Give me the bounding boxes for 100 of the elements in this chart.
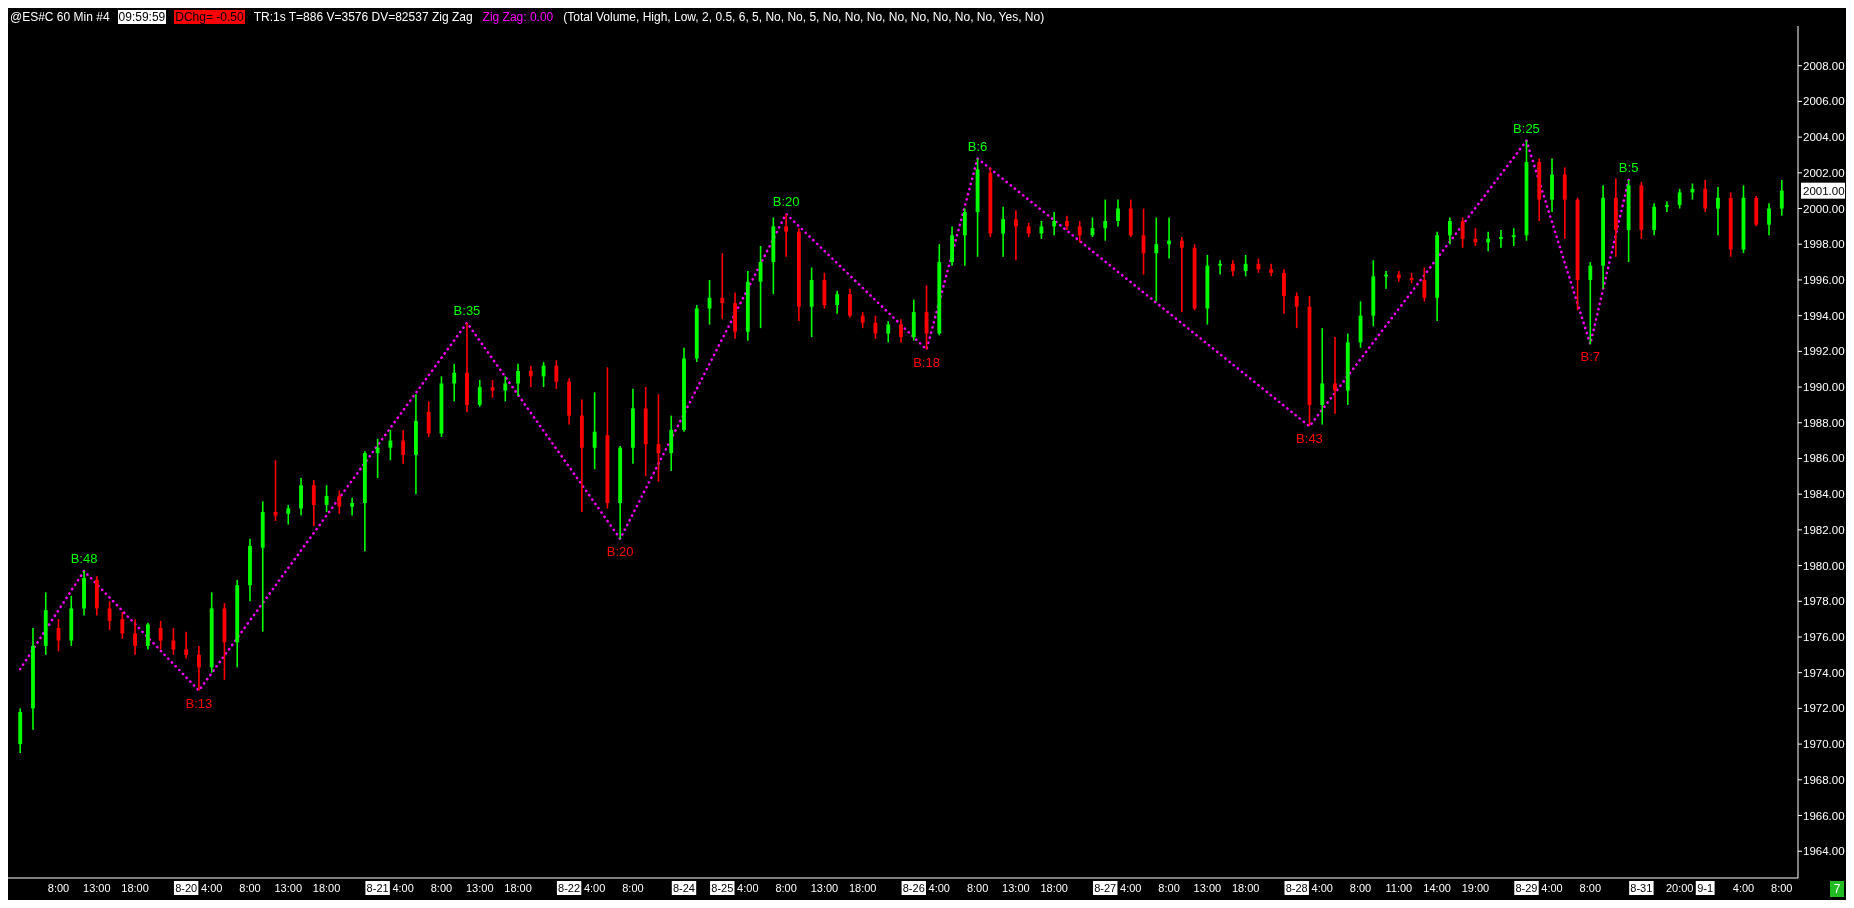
candlestick	[784, 213, 789, 258]
candlestick	[720, 252, 725, 321]
annotation: B:48	[70, 550, 98, 566]
candlestick	[1077, 220, 1082, 244]
candlestick	[197, 645, 201, 692]
y-tick-label: 1996.00	[1803, 273, 1845, 286]
text: (Total Volume, High, Low, 2, 0.5, 6, 5, No, No, 5, No, No, No, No, No, No, No, No, Yes, No)	[562, 10, 1046, 24]
x-tick-label: 14:00	[1423, 882, 1451, 894]
candlestick	[1218, 259, 1223, 276]
y-tick-label: 1994.00	[1803, 309, 1845, 322]
y-tick-label: 2006.00	[1803, 95, 1845, 108]
text: Zig Zag: 0.00	[481, 10, 555, 24]
y-tick-label: 1992.00	[1803, 345, 1845, 358]
x-tick-label: 13:00	[274, 882, 303, 894]
x-tick-label: 4:00	[928, 882, 951, 894]
y-tick-label: 2008.00	[1803, 59, 1845, 72]
candlestick	[401, 429, 406, 465]
y-tick-label: 1976.00	[1803, 631, 1845, 644]
x-tick-label: 4:00	[583, 882, 606, 894]
x-tick-label: 8:00	[239, 882, 261, 894]
candlestick	[145, 621, 150, 651]
candlestick	[286, 504, 291, 526]
chart-title: @ES#C 60 Min #4	[10, 10, 110, 24]
candlestick	[1460, 216, 1465, 249]
x-tick-label: 20:00	[1665, 882, 1694, 894]
candlestick	[1013, 209, 1018, 262]
candlestick	[1116, 198, 1120, 228]
x-tick-label: 8-28	[1285, 882, 1308, 894]
annotation: B:20	[772, 193, 800, 209]
y-tick-label: 2002.00	[1803, 166, 1845, 179]
x-tick-label: 18:00	[1231, 882, 1260, 894]
x-tick-label: 8:00	[622, 882, 644, 894]
x-tick-label: 11:00	[1385, 882, 1413, 894]
x-tick-label: 13:00	[1193, 882, 1222, 894]
x-tick-label: 13:00	[465, 882, 494, 894]
x-tick-label: 4:00	[200, 882, 223, 894]
x-tick-label: 8:00	[1771, 882, 1793, 894]
y-tick-label: 1982.00	[1803, 523, 1845, 536]
x-tick-label: 4:00	[1311, 882, 1333, 894]
x-tick-label: 8-20	[175, 882, 198, 894]
x-tick-label: 8-22	[558, 882, 581, 894]
x-tick-label: 8:00	[430, 882, 453, 894]
y-tick-label: 1988.00	[1803, 416, 1845, 429]
candlestick	[133, 618, 138, 656]
x-tick-label: 4:00	[1541, 882, 1563, 894]
candlestick	[1422, 266, 1427, 303]
candlestick	[1052, 211, 1057, 237]
x-tick-label: 8-29	[1515, 882, 1538, 894]
x-tick-label: 19:00	[1461, 882, 1490, 894]
y-tick-label: 1986.00	[1803, 452, 1845, 465]
candlestick	[311, 479, 316, 528]
candlestick	[120, 611, 125, 640]
candlestick	[1499, 229, 1503, 249]
candlestick	[1664, 200, 1669, 213]
x-tick-label: 8:00	[966, 882, 989, 894]
candlestick	[388, 429, 393, 462]
text: 7	[1833, 882, 1841, 896]
annotation: B:35	[453, 302, 481, 318]
x-tick-label: 18:00	[504, 882, 532, 894]
candlestick	[899, 318, 903, 344]
candlestick	[1779, 179, 1784, 217]
x-tick-label: 8-24	[672, 882, 696, 894]
x-tick-label: 8-26	[902, 882, 925, 894]
x-tick-label: 18:00	[848, 882, 877, 894]
candlestick	[1001, 205, 1006, 258]
x-tick-label: 8-31	[1630, 882, 1653, 894]
candlestick	[554, 359, 559, 390]
candlestick	[516, 363, 520, 397]
y-tick-label: 1990.00	[1803, 381, 1845, 394]
annotation: B:18	[913, 354, 940, 370]
x-tick-label: 18:00	[312, 882, 341, 894]
candlestick	[503, 375, 508, 403]
annotation: B:6	[967, 138, 988, 154]
x-tick-label: 8:00	[1579, 882, 1602, 894]
candlestick	[171, 627, 176, 656]
candlestick	[669, 414, 674, 472]
candlestick	[1179, 236, 1184, 313]
candlestick	[1767, 202, 1771, 237]
candlestick	[886, 320, 891, 344]
candlestick	[375, 438, 380, 479]
y-tick-label: 1978.00	[1803, 595, 1845, 608]
y-tick-label: 1980.00	[1803, 559, 1845, 572]
candlestick	[962, 207, 967, 267]
x-tick-label: 18:00	[1040, 882, 1068, 894]
y-tick-label: 1966.00	[1803, 809, 1845, 822]
candlestick	[1243, 254, 1248, 278]
candlestick	[1320, 327, 1325, 426]
candlestick	[1652, 202, 1657, 237]
candlestick	[1447, 216, 1452, 246]
x-tick-label: 4:00	[1732, 882, 1755, 894]
candlestick	[1511, 227, 1516, 247]
annotation: B:25	[1513, 120, 1540, 136]
x-tick-label: 8-27	[1094, 882, 1117, 894]
y-tick-label: 2004.00	[1803, 131, 1845, 144]
x-tick-label: 8:00	[1158, 882, 1180, 894]
annotation: B:13	[185, 695, 213, 711]
text: 09:59:59	[117, 10, 167, 24]
y-tick-label: 2000.00	[1803, 202, 1845, 215]
x-tick-label: 8-25	[711, 882, 734, 894]
candlestick	[592, 391, 597, 470]
